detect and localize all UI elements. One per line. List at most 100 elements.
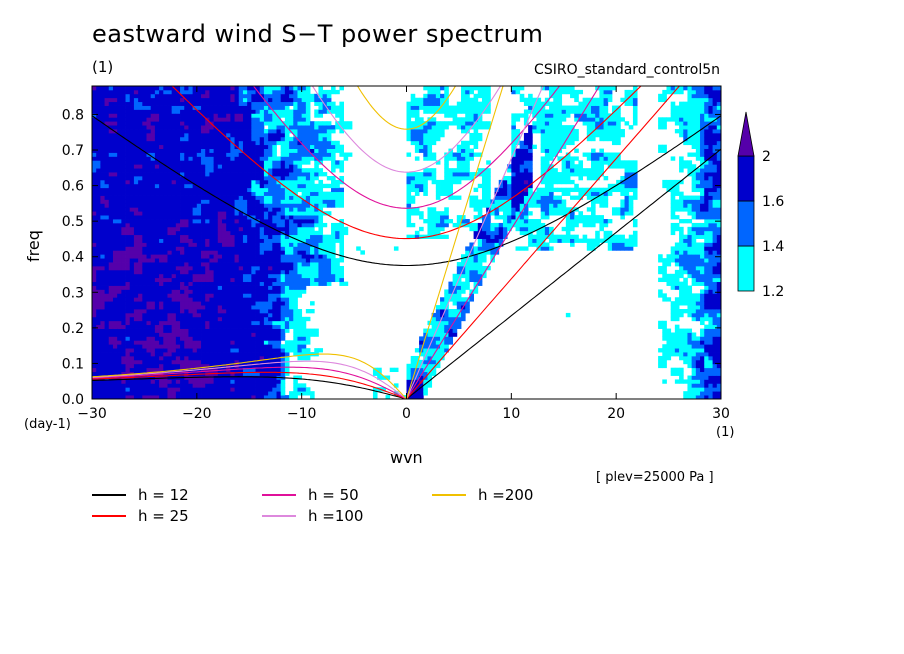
heatmap-cell [318, 132, 324, 138]
heatmap-cell [226, 355, 231, 361]
heatmap-cell [92, 367, 97, 373]
heatmap-cell [163, 340, 168, 345]
heatmap-cell [171, 312, 177, 318]
heatmap-cell [188, 230, 194, 236]
heatmap-cell [410, 109, 416, 114]
heatmap-cell [129, 332, 135, 337]
heatmap-cell [146, 136, 152, 142]
heatmap-cell [192, 269, 198, 275]
heatmap-cell [230, 250, 235, 255]
heatmap-cell [175, 328, 181, 333]
heatmap-cell [406, 125, 412, 130]
heatmap-cell [456, 305, 462, 310]
heatmap-cell [138, 340, 143, 345]
heatmap-cell [272, 195, 277, 200]
heatmap-cell [146, 352, 152, 357]
heatmap-cell [242, 101, 248, 106]
heatmap-cell [276, 289, 282, 294]
heatmap-cell [242, 277, 248, 283]
heatmap-cell [171, 132, 177, 138]
heatmap-cell [242, 246, 248, 251]
heatmap-cell [209, 195, 214, 200]
heatmap-cell [146, 226, 152, 232]
heatmap-cell [205, 355, 210, 361]
heatmap-cell [284, 312, 290, 318]
heatmap-cell [272, 250, 277, 255]
heatmap-cell [226, 312, 231, 318]
heatmap-cell [117, 113, 122, 118]
heatmap-cell [184, 86, 189, 91]
heatmap-cell [272, 97, 277, 103]
heatmap-cell [226, 164, 231, 169]
heatmap-cell [146, 187, 152, 193]
heatmap-cell [213, 199, 219, 204]
heatmap-cell [184, 129, 189, 134]
heatmap-cell [108, 152, 114, 157]
heatmap-cell [255, 183, 261, 189]
heatmap-cell [217, 316, 223, 322]
heatmap-cell [293, 293, 298, 298]
heatmap-cell [423, 93, 428, 99]
heatmap-cell [255, 129, 261, 134]
heatmap-cell [121, 183, 126, 189]
heatmap-cell [150, 359, 156, 365]
heatmap-cell [431, 152, 437, 157]
heatmap-cell [125, 269, 131, 275]
heatmap-cell [448, 183, 454, 189]
heatmap-cell [201, 230, 206, 236]
heatmap-cell [167, 215, 173, 220]
heatmap-cell [226, 269, 231, 275]
heatmap-cell [125, 199, 131, 204]
heatmap-cell [431, 363, 437, 369]
heatmap-cell [263, 395, 269, 399]
heatmap-cell [154, 105, 160, 110]
heatmap-cell [154, 187, 160, 193]
heatmap-cell [276, 199, 282, 204]
heatmap-cell [247, 352, 252, 357]
heatmap-cell [431, 340, 437, 345]
heatmap-cell [167, 336, 173, 341]
heatmap-cell [276, 336, 282, 341]
heatmap-cell [96, 219, 101, 224]
heatmap-cell [217, 281, 223, 286]
heatmap-cell [456, 109, 462, 114]
heatmap-cell [234, 375, 240, 380]
heatmap-cell [96, 187, 101, 193]
heatmap-cell [263, 297, 269, 302]
heatmap-cell [247, 144, 252, 149]
heatmap-cell [226, 211, 231, 216]
heatmap-cell [121, 332, 126, 337]
heatmap-cell [284, 395, 290, 399]
heatmap-cell [129, 156, 135, 161]
heatmap-cell [284, 136, 290, 142]
heatmap-cell [159, 305, 164, 310]
heatmap-cell [92, 285, 97, 290]
heatmap-cell [217, 320, 223, 326]
heatmap-cell [159, 97, 164, 103]
heatmap-cell [121, 281, 126, 286]
heatmap-cell [289, 179, 294, 185]
heatmap-cell [129, 89, 135, 95]
heatmap-cell [146, 168, 152, 173]
heatmap-cell [209, 203, 214, 208]
heatmap-cell [331, 242, 336, 247]
heatmap-cell [335, 234, 340, 239]
heatmap-cell [221, 273, 227, 279]
heatmap-cell [159, 179, 164, 185]
heatmap-cell [406, 195, 412, 200]
heatmap-cell [268, 101, 273, 106]
heatmap-cell [196, 113, 202, 118]
heatmap-cell [201, 301, 206, 306]
heatmap-cell [117, 183, 122, 189]
heatmap-cell [188, 324, 194, 329]
heatmap-cell [167, 391, 173, 396]
heatmap-cell [377, 375, 382, 380]
heatmap-cell [142, 211, 147, 216]
heatmap-cell [217, 375, 223, 380]
heatmap-cell [167, 148, 173, 153]
heatmap-cell [205, 367, 210, 373]
heatmap-cell [188, 242, 194, 247]
heatmap-cell [431, 172, 437, 177]
heatmap-cell [138, 222, 143, 228]
heatmap-cell [339, 258, 344, 263]
